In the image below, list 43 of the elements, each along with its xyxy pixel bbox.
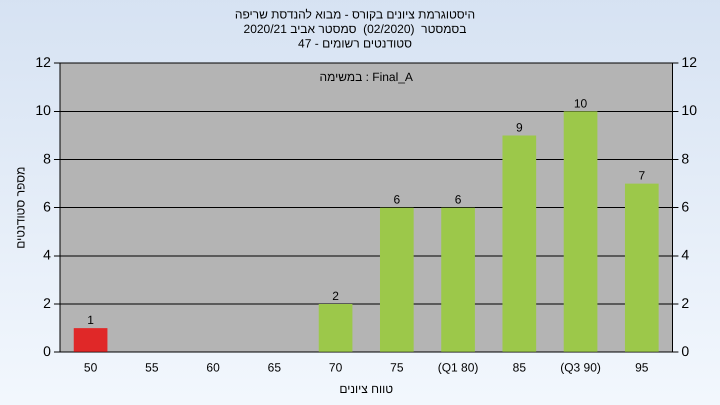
y-axis-title: מספר סטודנטים xyxy=(14,166,28,249)
x-tick-label: 65 xyxy=(268,360,282,375)
data-label: 1 xyxy=(87,313,94,328)
bar xyxy=(564,111,598,352)
bar xyxy=(380,208,414,352)
y-tick-label: 6 xyxy=(43,198,52,215)
bar xyxy=(74,328,108,352)
y-tick-label: 0 xyxy=(43,343,52,360)
x-tick-label: 95 xyxy=(635,360,649,375)
bar xyxy=(318,304,352,352)
x-tick-label: 60 xyxy=(206,360,220,375)
y-tick-label: 8 xyxy=(43,150,52,166)
y2-tick-label: 8 xyxy=(681,150,690,166)
x-tick-label: 85 xyxy=(512,360,526,375)
chart-subtitle: בסמסטר (02/2020) סמסטר אביב 2020/21 סטודנטים רשומים - 47 xyxy=(244,22,466,50)
bar xyxy=(441,208,475,352)
y-tick-label: 10 xyxy=(35,102,52,118)
data-label: 6 xyxy=(454,192,462,207)
x-tick-label: (Q1 80) xyxy=(438,360,478,375)
data-label: 10 xyxy=(574,96,588,110)
x-tick-label: 70 xyxy=(328,360,343,375)
y-tick-label: 2 xyxy=(43,294,52,311)
y2-tick-label: 4 xyxy=(681,246,690,263)
bar xyxy=(624,184,659,352)
y2-tick-label: 2 xyxy=(681,294,690,311)
y-tick-label: 4 xyxy=(43,246,52,263)
y2-tick-label: 12 xyxy=(681,54,698,70)
data-label: 9 xyxy=(516,120,523,134)
annotation: Final_A : במשימה xyxy=(319,70,413,84)
bar xyxy=(502,135,536,352)
y2-tick-label: 0 xyxy=(681,343,690,360)
data-label: 7 xyxy=(638,168,646,183)
data-label: 6 xyxy=(393,192,400,207)
x-axis-title: טווח ציונים xyxy=(339,382,394,396)
x-tick-label: 75 xyxy=(390,360,404,375)
x-tick-label: (Q3 90) xyxy=(560,360,601,375)
x-tick-label: 50 xyxy=(84,360,98,375)
x-tick-label: 55 xyxy=(145,360,159,375)
chart-title: היסטוגרמת ציונים בקורס - מבוא להנדסת שריפה xyxy=(234,8,476,22)
data-label: 2 xyxy=(332,289,340,304)
y2-tick-label: 6 xyxy=(681,198,690,215)
y-tick-label: 12 xyxy=(35,54,52,70)
y2-tick-label: 10 xyxy=(681,102,698,118)
